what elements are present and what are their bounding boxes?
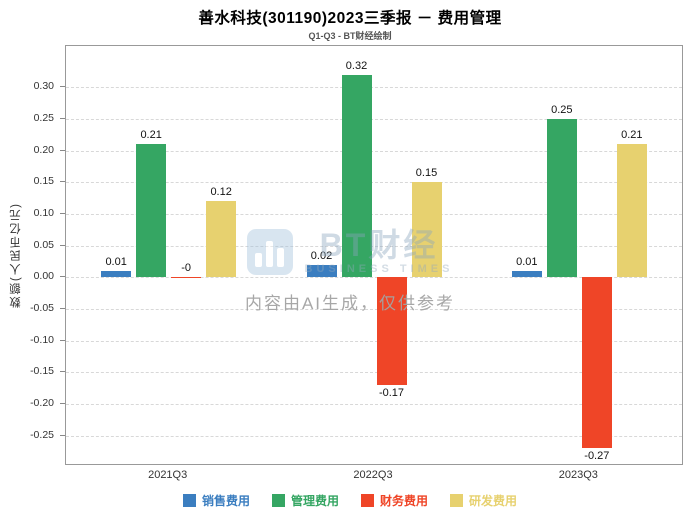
- y-tick-label: -0.15: [30, 365, 54, 378]
- legend-swatch: [271, 494, 285, 507]
- legend: 销售费用 管理费用 财务费用 研发费用: [0, 492, 700, 509]
- bar-value-label: 0.25: [551, 103, 573, 116]
- bar-value-label: 0.12: [210, 186, 232, 199]
- y-tick-label: -0.20: [30, 396, 54, 409]
- bar-管理费用-2022Q3: [341, 74, 372, 278]
- legend-label: 管理费用: [290, 494, 339, 508]
- bar-财务费用-2022Q3: [376, 277, 407, 385]
- gridline: [66, 435, 682, 437]
- y-tick-mark: [60, 339, 65, 341]
- y-tick-mark: [60, 434, 65, 436]
- x-category-label: 2022Q3: [353, 469, 393, 481]
- x-category-label: 2023Q3: [558, 469, 598, 481]
- bar-value-label: -0.17: [378, 386, 405, 399]
- page-subtitle: Q1-Q3 - BT财经绘制: [308, 31, 392, 41]
- bar-value-label: 0.32: [345, 59, 368, 72]
- bar-财务费用-2023Q3: [581, 277, 612, 449]
- bar-value-label: 0.01: [516, 255, 538, 268]
- bar-销售费用-2022Q3: [306, 264, 337, 278]
- bar-管理费用-2023Q3: [546, 118, 577, 278]
- y-tick-label: -0.05: [30, 301, 54, 314]
- bar-value-label: 0.21: [140, 129, 162, 142]
- y-tick-mark: [60, 276, 65, 278]
- gridline: [66, 213, 682, 215]
- y-tick-label: 0.30: [33, 80, 54, 93]
- legend-item-销售费用[interactable]: 销售费用: [182, 492, 250, 509]
- plot-area: 0.01 0.21 -0 0.12 0.02 0.32 -0.17 0.15 0.01 0.25 -…: [65, 45, 683, 465]
- y-tick-label: 0.25: [33, 111, 54, 124]
- y-tick-label: 0.20: [33, 143, 54, 156]
- y-axis: 0.30 0.25 0.20 0.15 0.10 0.05 0.00 -0.05 -0.10 -0…: [0, 45, 65, 465]
- y-tick-mark: [60, 117, 65, 119]
- y-tick-label: -0.25: [30, 428, 54, 441]
- y-tick-mark: [60, 371, 65, 373]
- bar-value-label: 0.15: [415, 167, 438, 180]
- bars-layer: 0.01 0.21 -0 0.12 0.02 0.32 -0.17 0.15 0.01 0.25 -…: [66, 46, 682, 464]
- bar-销售费用-2021Q3: [101, 270, 132, 278]
- legend-item-研发费用[interactable]: 研发费用: [450, 492, 517, 509]
- legend-label: 销售费用: [201, 494, 250, 508]
- y-tick-mark: [60, 402, 65, 404]
- legend-item-管理费用[interactable]: 管理费用: [271, 492, 339, 509]
- gridline: [66, 87, 682, 89]
- grid-layer: [66, 46, 682, 464]
- legend-swatch: [450, 494, 464, 507]
- gridline: [66, 245, 682, 247]
- gridline: [66, 340, 682, 342]
- bar-value-label: -0: [181, 262, 192, 275]
- y-tick-mark: [60, 149, 65, 151]
- y-tick-label: 0.05: [33, 238, 54, 251]
- bar-财务费用-2021Q3: [171, 277, 202, 279]
- gridline: [66, 308, 682, 310]
- bar-研发费用-2021Q3: [206, 201, 237, 278]
- y-tick-mark: [60, 86, 65, 88]
- gridline: [66, 182, 682, 184]
- legend-swatch: [182, 494, 196, 507]
- y-tick-mark: [60, 181, 65, 183]
- bar-研发费用-2022Q3: [411, 182, 442, 278]
- gridline: [66, 150, 682, 152]
- y-tick-label: -0.10: [30, 333, 54, 346]
- y-tick-mark: [60, 212, 65, 214]
- bar-销售费用-2023Q3: [511, 270, 542, 278]
- legend-label: 研发费用: [469, 494, 518, 508]
- x-category-label: 2021Q3: [148, 469, 188, 481]
- bar-value-label: 0.02: [310, 249, 333, 262]
- gridline: [66, 372, 682, 374]
- bar-value-label: 0.01: [105, 255, 127, 268]
- y-tick-label: 0.00: [33, 270, 54, 283]
- legend-item-财务费用[interactable]: 财务费用: [361, 492, 428, 509]
- bar-value-label: 0.21: [621, 129, 643, 142]
- bar-管理费用-2021Q3: [136, 144, 167, 278]
- x-axis: 2021Q3 2022Q3 2023Q3: [65, 469, 683, 485]
- gridline: [66, 118, 682, 120]
- gridline: [66, 277, 682, 279]
- y-tick-label: 0.15: [33, 175, 54, 188]
- bar-value-label: -0.27: [584, 450, 610, 463]
- y-tick-label: 0.10: [33, 206, 54, 219]
- gridline: [66, 403, 682, 405]
- y-tick-mark: [60, 244, 65, 246]
- legend-label: 财务费用: [380, 494, 429, 508]
- bar-研发费用-2023Q3: [616, 144, 647, 278]
- y-tick-mark: [60, 307, 65, 309]
- legend-swatch: [361, 494, 374, 507]
- page-title: 善水科技(301190)2023三季报 － 费用管理: [198, 10, 502, 27]
